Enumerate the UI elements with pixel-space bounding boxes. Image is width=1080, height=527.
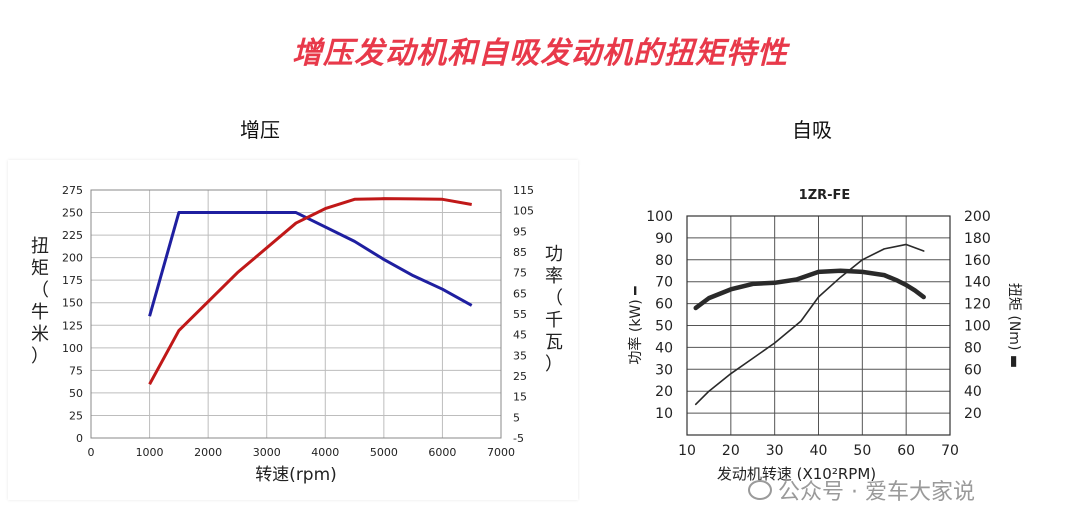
chart-title: 1ZR-FE bbox=[799, 188, 851, 203]
y-tick-label: 100 bbox=[646, 209, 673, 225]
x-tick-label: 6000 bbox=[428, 446, 456, 459]
y-tick-label: 100 bbox=[62, 342, 83, 355]
x-axis-label: 发动机转速 (X10²RPM) bbox=[717, 465, 876, 483]
y2-tick-label: 55 bbox=[513, 308, 527, 321]
y2-tick-label: 95 bbox=[513, 225, 527, 238]
y2-axis-label: 功率（千瓦） bbox=[545, 244, 563, 375]
y2-tick-label: -5 bbox=[513, 432, 524, 445]
y2-tick-label: 120 bbox=[964, 297, 991, 313]
y2-tick-label: 100 bbox=[964, 319, 991, 335]
page-title: 增压发动机和自吸发动机的扭矩特性 bbox=[292, 36, 788, 71]
y2-tick-label: 140 bbox=[964, 275, 991, 291]
plot-frame bbox=[90, 189, 502, 439]
x-tick-label: 3000 bbox=[253, 446, 281, 459]
y-tick-label: 50 bbox=[655, 319, 673, 335]
y2-tick-label: 85 bbox=[513, 246, 527, 259]
wechat-icon bbox=[748, 480, 772, 500]
y2-tick-label: 105 bbox=[513, 205, 534, 218]
x-tick-label: 1000 bbox=[136, 446, 164, 459]
y2-tick-label: 180 bbox=[964, 231, 991, 247]
y-tick-label: 20 bbox=[655, 384, 673, 400]
y-tick-label: 275 bbox=[62, 184, 83, 197]
turbo-torque-power-chart: 0 25 50 75 100 125 150 175 200 225 250 275 0 1000 2000… bbox=[31, 184, 563, 485]
x-tick-label: 50 bbox=[853, 443, 871, 459]
y2-tick-label: 80 bbox=[964, 340, 982, 356]
torque-line bbox=[693, 268, 926, 311]
torque-line bbox=[148, 211, 473, 317]
y2-tick-label: 25 bbox=[513, 370, 527, 383]
y-tick-label: 70 bbox=[655, 275, 673, 291]
y-tick-label: 150 bbox=[62, 297, 83, 310]
y-tick-label: 25 bbox=[69, 409, 83, 422]
x-tick-label: 20 bbox=[722, 443, 740, 459]
y2-tick-label: 20 bbox=[964, 406, 982, 422]
turbo-chart-panel: 0 25 50 75 100 125 150 175 200 225 250 275 0 1000 2000… bbox=[8, 160, 578, 500]
y-axis-label: 扭矩（牛米） bbox=[31, 236, 49, 367]
y-tick-label: 75 bbox=[69, 364, 83, 377]
y-tick-label: 250 bbox=[62, 207, 83, 220]
y-tick-label: 40 bbox=[655, 340, 673, 356]
x-tick-label: 40 bbox=[810, 443, 828, 459]
y-axis-label: 功率 (kW) ━ bbox=[627, 286, 644, 365]
y-tick-label: 80 bbox=[655, 253, 673, 269]
na-torque-power-chart: 1ZR-FE 10 20 30 40 50 60 70 80 90 100 20 40 60 80 100 12… bbox=[627, 188, 1022, 483]
y-tick-label: 0 bbox=[76, 432, 83, 445]
x-tick-label: 0 bbox=[88, 446, 95, 459]
y2-tick-label: 15 bbox=[513, 391, 527, 404]
y2-tick-label: 75 bbox=[513, 267, 527, 280]
y2-tick-label: 5 bbox=[513, 411, 520, 424]
plot-frame bbox=[686, 215, 951, 436]
na-chart-panel: 1ZR-FE 10 20 30 40 50 60 70 80 90 100 20 40 60 80 100 12… bbox=[580, 165, 1060, 505]
y-tick-label: 60 bbox=[655, 297, 673, 313]
y-tick-label: 225 bbox=[62, 229, 83, 242]
y-tick-label: 50 bbox=[69, 387, 83, 400]
y2-tick-label: 65 bbox=[513, 287, 527, 300]
watermark-text: 公众号 · 爱车大家说 bbox=[778, 480, 975, 505]
y2-axis-label: 扭矩 (Nm) ▬ bbox=[1006, 283, 1022, 368]
y2-tick-label: 60 bbox=[964, 362, 982, 378]
y2-tick-label: 200 bbox=[964, 209, 991, 225]
y-tick-label: 175 bbox=[62, 274, 83, 287]
x-tick-label: 2000 bbox=[194, 446, 222, 459]
x-tick-label: 10 bbox=[678, 443, 696, 459]
power-line bbox=[694, 243, 925, 406]
y2-tick-label: 160 bbox=[964, 253, 991, 269]
y2-tick-label: 35 bbox=[513, 349, 527, 362]
x-tick-label: 5000 bbox=[370, 446, 398, 459]
x-tick-label: 4000 bbox=[311, 446, 339, 459]
y-tick-label: 10 bbox=[655, 406, 673, 422]
y2-tick-label: 115 bbox=[513, 184, 534, 197]
y2-tick-label: 45 bbox=[513, 329, 527, 342]
x-axis-label: 转速(rpm) bbox=[255, 465, 337, 485]
x-tick-label: 7000 bbox=[487, 446, 515, 459]
y-tick-label: 200 bbox=[62, 252, 83, 265]
x-tick-label: 60 bbox=[897, 443, 915, 459]
turbo-label: 增压 bbox=[240, 118, 280, 142]
power-line bbox=[148, 197, 472, 385]
y-tick-label: 30 bbox=[655, 362, 673, 378]
y-tick-label: 125 bbox=[62, 319, 83, 332]
y-tick-label: 90 bbox=[655, 231, 673, 247]
na-label: 自吸 bbox=[792, 118, 832, 142]
y2-tick-label: 40 bbox=[964, 384, 982, 400]
x-tick-label: 70 bbox=[941, 443, 959, 459]
watermark: 公众号 · 爱车大家说 bbox=[748, 474, 975, 506]
x-tick-label: 30 bbox=[766, 443, 784, 459]
